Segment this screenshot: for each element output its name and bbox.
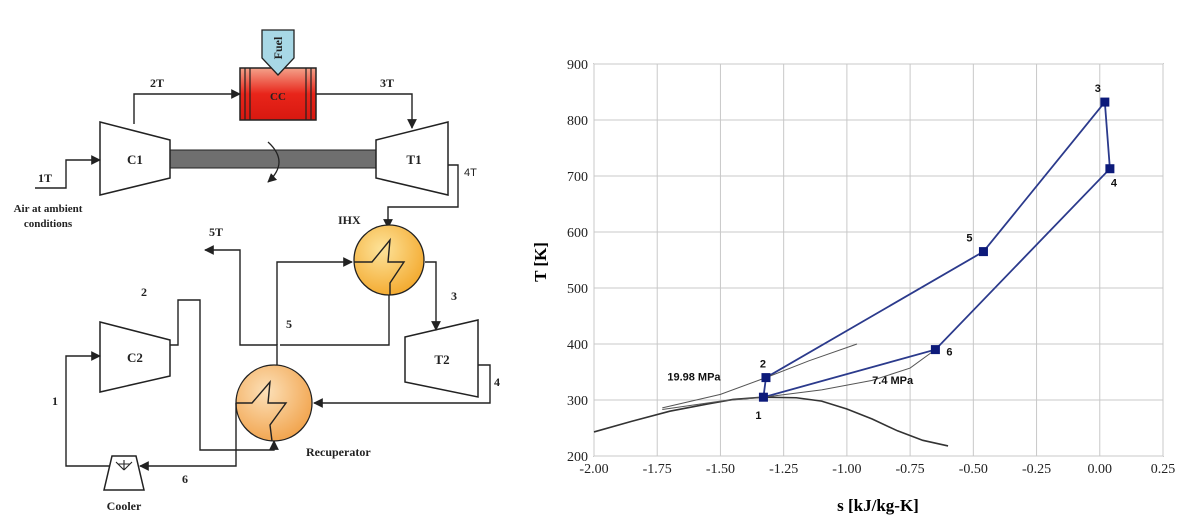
line-4T [383,164,459,229]
x-tick-label: -0.75 [896,462,925,477]
isobar-label: 19.98 MPa [667,371,721,383]
state-point-2 [761,373,771,383]
turbine-t1 [375,121,449,196]
y-tick-label: 300 [567,394,588,409]
y-tick-label: 600 [567,226,588,241]
line-3T [316,93,417,129]
x-tick-label: 0.25 [1151,462,1176,477]
state-4T: 4T [464,167,477,179]
state-2: 2 [141,285,147,299]
y-tick-label: 900 [567,58,588,73]
state-3: 3 [451,289,457,303]
y-axis-label: T [K] [531,242,550,282]
state-point-4 [1105,164,1115,174]
line-3 [425,261,441,331]
cooler-label: Cooler [107,499,142,513]
state-6: 6 [182,472,188,486]
x-tick-label: -2.00 [579,462,608,477]
ihx-label: IHX [338,213,361,227]
t1-label: T1 [406,152,421,167]
state-point-label: 3 [1095,83,1101,95]
ihx-heat-exchanger [353,224,425,296]
cooler [103,455,145,491]
state-1: 1 [52,394,58,408]
saturation-dome-line [593,396,949,447]
y-tick-label: 500 [567,282,588,297]
state-point-5 [978,247,988,257]
x-tick-label: -1.75 [643,462,672,477]
ihx-coil [354,237,406,295]
state-point-label: 1 [755,410,761,422]
compressor-c2 [99,321,171,393]
turbine-t2 [404,319,479,398]
air-inlet-label-1: Air at ambient [14,203,83,215]
state-1T: 1T [38,171,52,185]
state-3T: 3T [380,76,394,90]
x-tick-label: -1.50 [706,462,735,477]
x-tick-label: -1.00 [832,462,861,477]
c2-label: C2 [127,350,143,365]
y-tick-label: 700 [567,170,588,185]
recuperator-label: Recuperator [306,445,371,459]
ts-chart: -2.00 -1.75 -1.50 -1.25 -1.00 -0.75 -0.50 -0.25… [531,58,1175,515]
y-tick-label: 200 [567,450,588,465]
cc-label: CC [270,91,286,103]
line-2T [133,89,241,124]
x-axis-label: s [kJ/kg-K] [837,496,919,515]
x-tick-label: -0.25 [1022,462,1051,477]
fuel-label: Fuel [271,36,285,59]
fuel-inlet [261,29,295,76]
grid [593,63,1164,457]
y-axis-ticks: 200 300 400 500 600 700 800 900 [567,58,588,465]
state-point-6 [930,345,940,355]
state-point-3 [1100,97,1110,107]
recuperator-coil [236,379,288,442]
state-4: 4 [494,375,500,389]
x-tick-label: -1.25 [769,462,798,477]
c1-label: C1 [127,152,143,167]
line-2 [170,299,279,451]
state-2T: 2T [150,76,164,90]
line-6 [139,403,237,471]
state-point-label: 5 [966,233,972,245]
rotation-arrow-icon [267,141,280,183]
fan-icon [115,460,133,471]
state-markers: 1 2 5 3 4 6 [755,83,1117,422]
y-tick-label: 800 [567,114,588,129]
isobar-label: 7.4 MPa [872,375,914,387]
x-tick-label: -0.50 [959,462,988,477]
state-point-1 [758,392,768,402]
line-ihx-out-to-recup [280,295,390,346]
t2-label: T2 [434,352,449,367]
air-inlet-label-2: conditions [24,218,73,230]
plot-area [593,63,1164,457]
state-point-label: 4 [1111,178,1118,190]
line-1T [35,155,101,189]
line-5T [204,245,278,365]
y-tick-label: 400 [567,338,588,353]
x-tick-label: 0.00 [1088,462,1113,477]
x-axis-ticks: -2.00 -1.75 -1.50 -1.25 -1.00 -0.75 -0.50 -0.25… [579,462,1175,477]
line-1 [65,351,110,467]
state-point-label: 6 [946,347,952,359]
cycle-schematic: C1 T1 CC Fuel 2T 3T 1T 4T Air at ambient… [14,29,500,513]
line-4 [313,364,491,408]
state-point-label: 2 [760,359,766,371]
line-ihx-cold-in [276,257,353,345]
state-5T: 5T [209,225,223,239]
compressor-c1 [99,121,171,196]
cc-stripes [244,68,312,120]
shaft [169,149,377,169]
isobar-line [662,349,936,411]
state-5: 5 [286,317,292,331]
